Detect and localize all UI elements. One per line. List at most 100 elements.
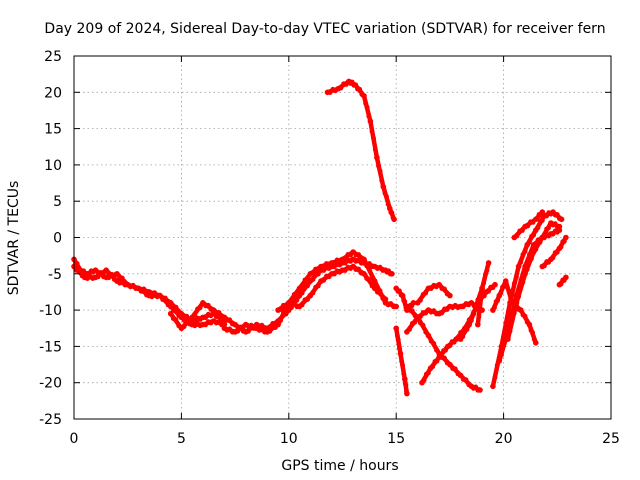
data-point (527, 239, 532, 245)
data-point (535, 225, 541, 231)
data-point (434, 358, 440, 364)
data-point (388, 301, 394, 306)
data-point (181, 324, 187, 330)
data-point (511, 281, 517, 286)
series-end-fragment (556, 274, 569, 288)
data-point (332, 260, 337, 266)
grid-lines (74, 56, 611, 419)
data-point (476, 314, 482, 320)
data-point (157, 292, 163, 299)
data-point (377, 264, 383, 270)
data-point (423, 290, 429, 296)
data-point (492, 281, 498, 288)
data-point (520, 279, 526, 285)
series-high-arc (324, 78, 397, 223)
data-point (447, 361, 453, 368)
y-tick-label: 15 (44, 122, 62, 138)
data-point (482, 272, 488, 277)
y-tick-label: 10 (44, 158, 62, 174)
data-point (361, 256, 367, 263)
data-point (484, 268, 490, 273)
data-point (531, 232, 537, 238)
data-point (379, 178, 385, 184)
x-tick-label: 25 (602, 431, 620, 447)
data-point (460, 334, 466, 340)
data-point (397, 346, 402, 351)
data-point (477, 387, 483, 393)
x-tick-label: 5 (177, 431, 186, 447)
data-point (542, 232, 547, 238)
data-point (173, 317, 179, 323)
data-point (352, 82, 359, 88)
data-point (550, 255, 556, 261)
data-point (403, 382, 409, 388)
data-point (514, 233, 520, 239)
data-point (103, 267, 109, 274)
data-point (503, 321, 509, 326)
y-tick-label: 20 (44, 85, 62, 101)
data-point (495, 298, 501, 303)
data-point (278, 307, 284, 312)
data-point (305, 283, 310, 289)
data-point (402, 299, 408, 304)
y-tick-label: -10 (39, 303, 62, 319)
data-point (509, 317, 515, 323)
data-point (342, 256, 348, 262)
data-point (377, 290, 383, 295)
data-point (469, 318, 474, 323)
data-point (502, 278, 509, 284)
data-point (332, 271, 337, 277)
data-point (533, 247, 539, 253)
data-point (421, 377, 427, 383)
data-point (77, 268, 82, 274)
y-tick-label: 25 (44, 49, 62, 65)
data-point (376, 163, 381, 169)
axis-ticks (73, 55, 612, 420)
data-point (377, 168, 383, 174)
series-late-path-6 (475, 260, 492, 328)
data-point (447, 292, 453, 299)
data-point (452, 366, 458, 372)
data-point (535, 216, 540, 222)
data-point (399, 292, 406, 299)
series-mid-dense-3 (275, 263, 389, 313)
data-point (294, 290, 300, 296)
data-point (522, 271, 528, 277)
data-point (367, 266, 372, 272)
data-point (299, 290, 305, 296)
data-point (430, 364, 436, 370)
data-point (291, 301, 297, 306)
series-late-steep-down (393, 325, 410, 397)
data-point (397, 288, 402, 294)
data-point (401, 371, 407, 377)
data-point (227, 326, 233, 332)
data-point (518, 259, 524, 265)
data-point (460, 304, 466, 310)
data-point (431, 341, 437, 346)
data-point (374, 154, 380, 161)
data-point (556, 223, 563, 230)
data-point (393, 325, 400, 332)
data-point (397, 350, 404, 357)
data-point (167, 310, 174, 317)
data-point (248, 322, 254, 328)
data-point (418, 314, 423, 320)
data-point (321, 264, 327, 270)
series-late-rise-5 (511, 209, 546, 241)
data-point (246, 328, 251, 334)
y-tick-label: -15 (39, 339, 62, 355)
data-point (361, 93, 367, 99)
data-point (119, 279, 125, 285)
data-point (216, 310, 222, 315)
x-tick-label: 0 (70, 431, 79, 447)
data-point (310, 277, 316, 282)
data-point (498, 290, 504, 296)
data-point (356, 252, 361, 257)
data-point (109, 272, 114, 277)
data-point (464, 327, 470, 332)
data-point (558, 216, 565, 223)
data-series (71, 78, 569, 397)
data-point (167, 303, 174, 310)
chart-title: Day 209 of 2024, Sidereal Day-to-day VTE… (44, 21, 605, 37)
